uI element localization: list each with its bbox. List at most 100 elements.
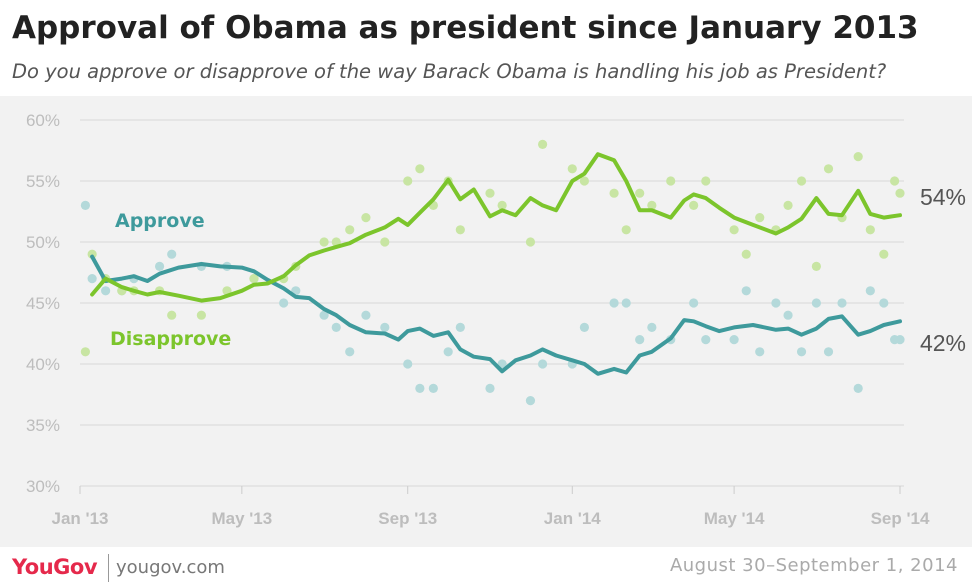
- disapprove-poll-dot: [403, 176, 413, 186]
- disapprove-poll-dot: [485, 188, 495, 198]
- approve-poll-dot: [635, 335, 645, 345]
- approve-poll-dot: [537, 359, 548, 369]
- disapprove-poll-dot: [455, 225, 465, 235]
- disapprove-poll-dot: [879, 249, 889, 259]
- approve-poll-dot: [771, 298, 781, 308]
- disapprove-poll-dot: [811, 261, 821, 271]
- y-tick-label: 40%: [26, 355, 60, 374]
- survey-dates: August 30–September 1, 2014: [669, 555, 958, 576]
- disapprove-poll-dot: [196, 310, 206, 320]
- plot-background: [0, 96, 972, 547]
- y-tick-label: 50%: [26, 233, 60, 252]
- approve-poll-dot: [741, 286, 751, 296]
- disapprove-poll-dot: [319, 237, 329, 247]
- disapprove-poll-dot: [361, 213, 371, 223]
- disapprove-poll-dot: [525, 237, 536, 247]
- footer-divider: [108, 554, 109, 582]
- approve-poll-dot: [443, 347, 453, 357]
- disapprove-poll-dot: [609, 188, 619, 198]
- yougov-logo: YouGov: [12, 555, 98, 579]
- approve-poll-dot: [345, 347, 355, 357]
- approve-poll-dot: [609, 298, 619, 308]
- approve-poll-dot: [783, 310, 793, 320]
- approve-poll-dot: [154, 261, 165, 271]
- approve-poll-dot: [380, 322, 390, 332]
- disapprove-poll-dot: [890, 176, 900, 186]
- approve-poll-dot: [167, 249, 177, 259]
- x-tick-label: Sep '13: [378, 509, 437, 528]
- x-tick-label: May '14: [704, 509, 765, 528]
- disapprove-poll-dot: [647, 200, 657, 210]
- approve-poll-dot: [525, 396, 536, 406]
- disapprove-poll-dot: [823, 164, 834, 174]
- disapprove-trend-line: [90, 152, 902, 303]
- disapprove-poll-dot: [666, 176, 676, 186]
- approve-poll-dot: [80, 200, 90, 210]
- disapprove-poll-dot: [380, 237, 390, 247]
- approve-poll-dot: [428, 383, 438, 393]
- disapprove-poll-dot: [345, 225, 355, 235]
- approve-poll-dot: [647, 322, 657, 332]
- approve-poll-dot: [279, 298, 289, 308]
- approve-poll-dot: [701, 335, 711, 345]
- approve-poll-dot: [895, 335, 905, 345]
- approve-poll-dot: [729, 335, 739, 345]
- disapprove-poll-dot: [853, 152, 863, 162]
- disapprove-poll-dot: [621, 225, 631, 235]
- x-tick-label: May '13: [211, 509, 272, 528]
- disapprove-poll-dot: [249, 274, 259, 284]
- approve-poll-dot: [837, 298, 847, 308]
- disapprove-poll-dot: [87, 249, 97, 259]
- y-tick-label: 55%: [26, 172, 60, 191]
- disapprove-poll-dot: [783, 200, 793, 210]
- chart-header: Approval of Obama as president since Jan…: [0, 0, 972, 96]
- approve-poll-dot: [455, 322, 465, 332]
- approve-poll-dot: [485, 383, 495, 393]
- approve-poll-dot: [579, 322, 590, 332]
- disapprove-poll-dot: [895, 188, 905, 198]
- approve-poll-dot: [87, 274, 97, 284]
- disapprove-poll-dot: [497, 200, 507, 210]
- approve-poll-dot: [403, 359, 413, 369]
- approve-poll-dot: [853, 383, 863, 393]
- approve-poll-dot: [415, 383, 425, 393]
- chart-subtitle: Do you approve or disapprove of the way …: [12, 60, 887, 83]
- disapprove-poll-dot: [579, 176, 590, 186]
- y-tick-label: 30%: [26, 477, 60, 496]
- disapprove-poll-dot: [796, 176, 807, 186]
- approve-poll-dot: [865, 286, 875, 296]
- disapprove-label: Disapprove: [110, 328, 231, 350]
- approve-poll-dot: [755, 347, 765, 357]
- disapprove-poll-dot: [167, 310, 177, 320]
- approve-poll-dot: [331, 322, 341, 332]
- approve-poll-dot: [101, 286, 111, 296]
- disapprove-poll-dot: [537, 139, 548, 149]
- disapprove-poll-dot: [755, 213, 765, 223]
- disapprove-poll-dot: [635, 188, 645, 198]
- approve-poll-dot: [319, 310, 329, 320]
- disapprove-poll-dot: [80, 347, 90, 357]
- approve-poll-dot: [823, 347, 834, 357]
- y-tick-label: 60%: [26, 111, 60, 130]
- disapprove-poll-dot: [567, 164, 577, 174]
- site-url: yougov.com: [116, 557, 225, 578]
- x-tick-label: Jan '14: [544, 509, 602, 528]
- approve-label: Approve: [115, 210, 205, 232]
- y-tick-label: 45%: [26, 294, 60, 313]
- approve-poll-dot: [689, 298, 699, 308]
- approve-trend-line: [90, 254, 902, 376]
- disapprove-poll-dot: [701, 176, 711, 186]
- approve-poll-dot: [879, 298, 889, 308]
- approve-poll-dot: [811, 298, 821, 308]
- x-tick-label: Sep '14: [871, 509, 930, 528]
- approve-poll-dot: [621, 298, 631, 308]
- disapprove-poll-dot: [689, 200, 699, 210]
- footer: [0, 547, 972, 587]
- x-tick-label: Jan '13: [52, 509, 109, 528]
- approve-end-value: 42%: [920, 330, 966, 356]
- disapprove-poll-dot: [729, 225, 739, 235]
- disapprove-poll-dot: [415, 164, 425, 174]
- y-tick-label: 35%: [26, 416, 60, 435]
- disapprove-end-value: 54%: [920, 184, 966, 210]
- disapprove-poll-dot: [741, 249, 751, 259]
